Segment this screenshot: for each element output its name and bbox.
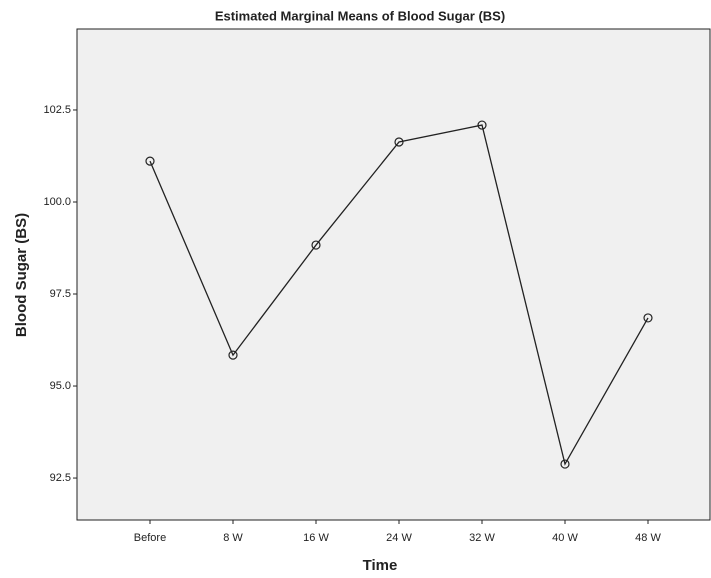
y-tick-label: 92.5 bbox=[50, 472, 71, 484]
marker bbox=[311, 240, 321, 250]
x-tick-label: 16 W bbox=[303, 532, 329, 544]
line bbox=[149, 124, 649, 466]
x-tick-label: 32 W bbox=[469, 532, 495, 544]
x-tick-label: 40 W bbox=[552, 532, 578, 544]
x-tick-label: 24 W bbox=[386, 532, 412, 544]
x-axis-title: Time bbox=[363, 557, 398, 574]
y-tick-label: 100.0 bbox=[43, 196, 71, 208]
plot-area bbox=[76, 28, 711, 521]
x-tick-label: 8 W bbox=[223, 532, 243, 544]
marker bbox=[228, 350, 238, 360]
marker bbox=[643, 313, 653, 323]
y-tick-label: 102.5 bbox=[43, 104, 71, 116]
marker bbox=[560, 459, 570, 469]
x-tick-label: 48 W bbox=[635, 532, 661, 544]
y-tick-label: 95.0 bbox=[50, 380, 71, 392]
marker bbox=[477, 120, 487, 130]
x-tick-label: Before bbox=[134, 532, 166, 544]
y-axis-title: Blood Sugar (BS) bbox=[13, 213, 30, 337]
chart-title: Estimated Marginal Means of Blood Sugar … bbox=[215, 8, 505, 23]
marker bbox=[394, 137, 404, 147]
marker bbox=[145, 156, 155, 166]
y-tick-label: 97.5 bbox=[50, 288, 71, 300]
